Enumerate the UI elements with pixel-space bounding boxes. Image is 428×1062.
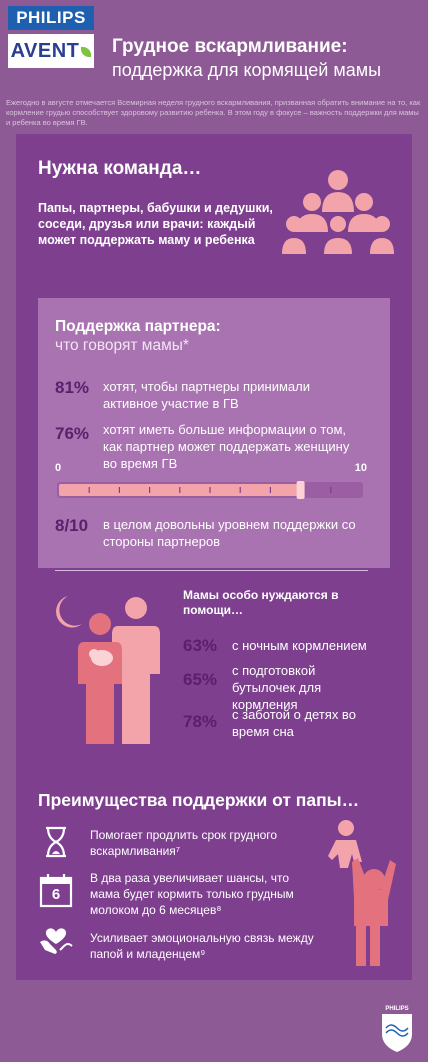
benefit-text: Усиливает эмоциональную связь между папо… [90,931,314,961]
footer [0,990,428,1062]
benefit-text: В два раза увеличивает шансы, что мама б… [90,871,294,917]
group-of-people-icon [282,170,394,254]
leaf-icon [81,46,92,57]
partner-support-subtitle: что говорят мамы* [55,337,189,354]
moms-stat-value: 63% [183,636,218,655]
hourglass-icon [46,826,66,858]
team-title: Нужна команда… [38,158,202,179]
rating-value: 8/10 [55,516,89,535]
footer-brand: PHILIPS [385,1006,409,1012]
page-title: Грудное вскармливание: [112,36,348,57]
moms-help-title: Мамы особо нуждаются в помощи… [183,588,339,617]
moms-stat-text: с ночным кормлением [232,638,367,653]
benefit-text: Помогает продлить срок грудного вскармли… [90,828,278,858]
team-text: Папы, партнеры, бабушки и дедушки, сосед… [38,201,273,247]
satisfaction-scale: 0 10 [55,462,367,506]
moms-stat-text: с заботой о детях во время сна [232,707,356,739]
partner-support-title: Поддержка партнера: [55,318,221,335]
moms-stat-value: 65% [183,670,218,689]
page-subtitle: поддержка для кормящей мамы [112,60,382,80]
partner-support-box [38,298,390,568]
divider [55,570,368,571]
avent-logo: AVENT [8,34,94,68]
father-lifting-child-illustration [328,820,396,966]
stat-text: хотят, чтобы партнеры принимали активное… [103,379,310,411]
rating-text: в целом довольны уровнем поддержки со ст… [103,517,356,549]
calendar-icon: 6 [38,872,74,908]
philips-logo: PHILIPS [8,6,94,30]
moms-stat-value: 78% [183,712,218,731]
hands-heart-icon [40,928,73,954]
scale-bar [57,481,363,499]
mother-partner-night-illustration [56,596,160,744]
stat-value: 81% [55,378,90,397]
scale-min-label: 0 [55,462,62,474]
calendar-number: 6 [51,886,61,903]
scale-handle [296,481,305,499]
intro-text: Ежегодно в августе отмечается Всемирная … [6,98,421,127]
stat-text: хотят иметь больше информации о том, как… [103,422,350,471]
stat-value: 76% [55,424,90,443]
benefits-title: Преимущества поддержки от папы… [38,790,360,810]
moms-stat-text: с подготовкой бутылочек для кормления [232,663,322,712]
philips-shield-logo [382,1014,412,1052]
scale-max-label: 10 [354,462,367,474]
